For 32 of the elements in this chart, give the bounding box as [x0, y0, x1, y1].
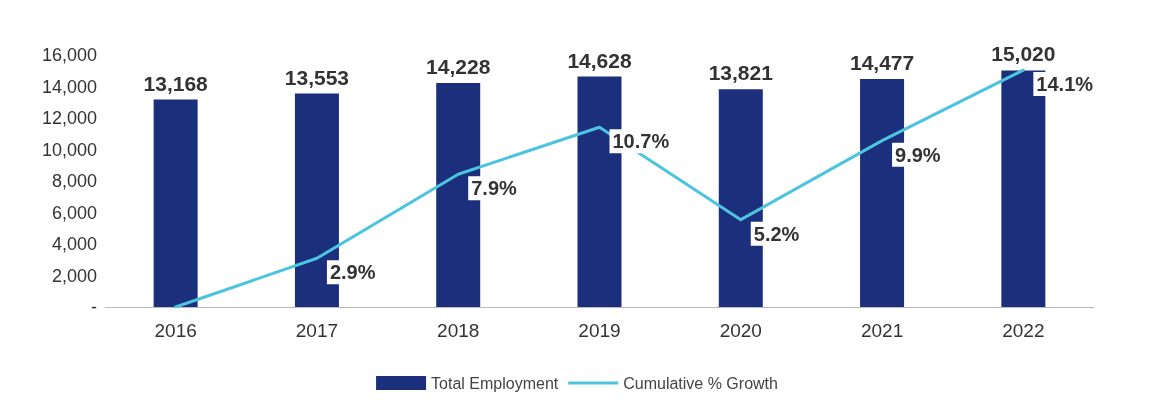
x-tick-label: 2017 — [295, 320, 339, 341]
data-label: 15,020 — [991, 42, 1056, 66]
y-tick-label: - — [91, 297, 97, 317]
y-tick-label: 14,000 — [41, 76, 97, 97]
data-label: 14,628 — [567, 48, 632, 72]
y-tick-label: 12,000 — [41, 108, 97, 128]
y-tick-label: 16,000 — [41, 45, 97, 65]
y-tick-label: 8,000 — [51, 171, 97, 191]
x-tick-label: 2018 — [437, 320, 480, 341]
bar — [153, 99, 198, 307]
data-label: 13,821 — [708, 61, 774, 85]
x-tick-label: 2019 — [578, 320, 621, 341]
data-label: 7.9% — [471, 177, 518, 200]
x-tick-label: 2022 — [1002, 320, 1045, 341]
data-label: 14.1% — [1036, 73, 1094, 96]
y-tick-label: 2,000 — [51, 265, 97, 286]
data-label: 5.2% — [753, 222, 800, 245]
x-tick-label: 2016 — [154, 320, 197, 341]
y-tick-label: 6,000 — [51, 202, 97, 223]
data-label: 2.9% — [329, 261, 376, 284]
y-tick-label: 10,000 — [41, 139, 97, 160]
data-label: 14,228 — [426, 54, 491, 78]
data-label: 10.7% — [612, 130, 670, 153]
data-label: 9.9% — [895, 143, 941, 166]
x-tick-label: 2021 — [860, 320, 904, 341]
y-tick-label: 4,000 — [51, 234, 97, 254]
legend-label: Cumulative % Growth — [623, 374, 778, 392]
data-label: 14,477 — [849, 50, 915, 74]
x-tick-label: 2020 — [719, 320, 762, 341]
data-label: 13,553 — [284, 65, 350, 89]
data-label: 13,168 — [143, 71, 209, 95]
legend-label: Total Employment — [431, 374, 559, 392]
